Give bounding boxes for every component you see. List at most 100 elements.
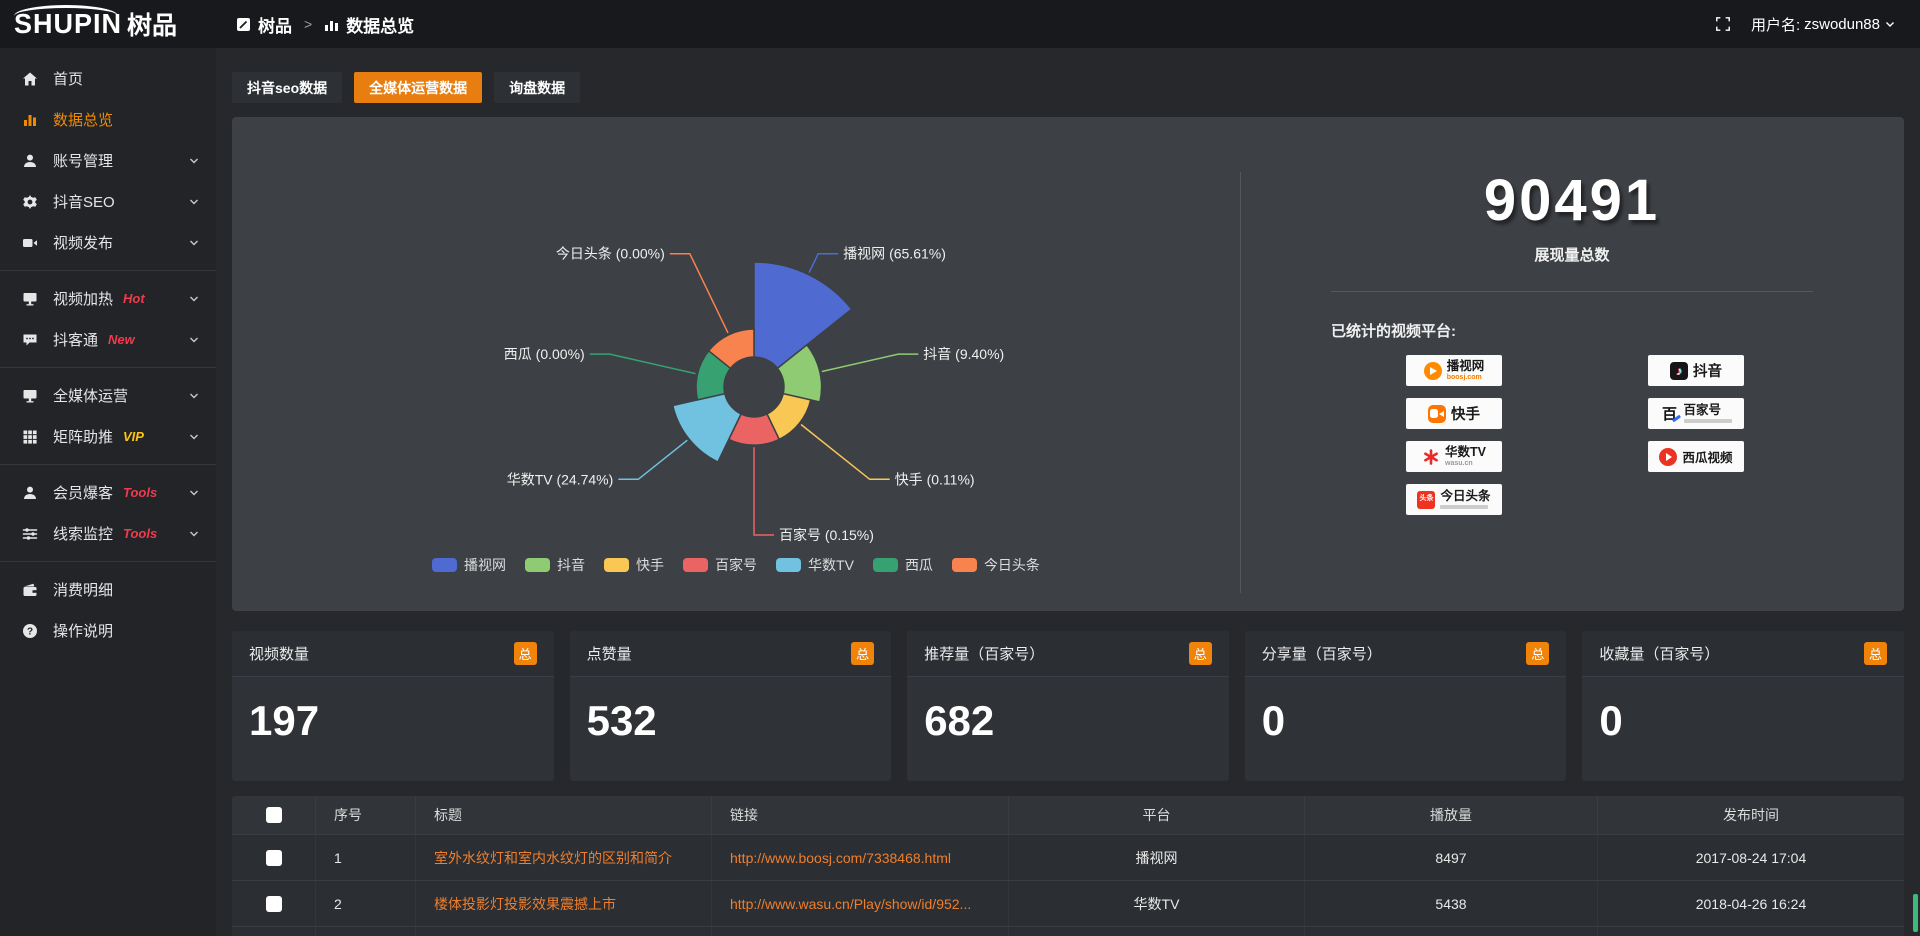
bar-chart-icon <box>324 17 339 32</box>
sidebar-item-consumption-detail[interactable]: 消费明细 <box>0 569 216 610</box>
bar-chart-icon <box>22 112 40 128</box>
legend-item-华数TV[interactable]: 华数TV <box>776 555 854 575</box>
sidebar-item-douketong[interactable]: 抖客通 New <box>0 319 216 360</box>
question-icon: ? <box>22 623 40 639</box>
user-menu[interactable]: 用户名: zswodun88 <box>1751 14 1896 35</box>
sidebar-item-tag: Tools <box>123 526 158 541</box>
sidebar-item-clue-monitor[interactable]: 线索监控 Tools <box>0 513 216 554</box>
column-header-0: 序号 <box>316 796 416 834</box>
legend-label: 今日头条 <box>983 557 1040 573</box>
cell-plays: 8497 <box>1305 835 1598 880</box>
cell-title[interactable]: 楼体投影灯投影效果震撼上市 <box>416 881 712 926</box>
legend-label: 华数TV <box>808 557 854 573</box>
platform-share-chart: 播视网 (65.61%) 抖音 (9.40%) 快手 (0.11%) 百家号 (0.1… <box>232 117 1240 611</box>
chevron-down-icon <box>188 196 200 208</box>
chevron-down-icon <box>188 487 200 499</box>
pie-label: 百家号 (0.15%) <box>779 527 874 543</box>
pie-slice-今日头条[interactable] <box>707 328 755 370</box>
row-checkbox[interactable] <box>265 849 282 866</box>
stat-card-label: 推荐量（百家号） <box>924 646 1045 663</box>
table-row-2: 2 楼体投影灯投影效果震撼上市 http://www.wasu.cn/Play/sh… <box>232 880 1904 926</box>
sidebar-item-home[interactable]: 首页 <box>0 58 216 99</box>
sidebar-divider <box>0 464 216 465</box>
breadcrumb-item-current[interactable]: 数据总览 <box>324 12 414 37</box>
sidebar: 首页数据总览账号管理 抖音SEO 视频发布视频加热 Hot 抖客通 New 全媒体运营 矩阵助… <box>0 48 216 936</box>
sidebar-item-video-heating[interactable]: 视频加热 Hot <box>0 278 216 319</box>
select-all-checkbox[interactable] <box>265 807 282 823</box>
kuaishou-logo-icon <box>1428 404 1446 423</box>
platform-badge-boosj: 播视网 boosj.com <box>1406 355 1502 386</box>
stat-card-0: 视频数量 总 197 <box>232 631 554 781</box>
breadcrumb-label: 树品 <box>258 16 292 36</box>
chevron-down-icon <box>188 390 200 402</box>
tab-media-operation-data[interactable]: 全媒体运营数据 <box>354 72 483 103</box>
sidebar-item-label: 数据总览 <box>53 112 114 129</box>
sidebar-item-media-operation[interactable]: 全媒体运营 <box>0 375 216 416</box>
platform-badge-toutiao: 头条 今日头条 <box>1406 484 1502 515</box>
fullscreen-icon[interactable] <box>1715 16 1731 32</box>
sidebar-item-douyin-seo[interactable]: 抖音SEO <box>0 181 216 222</box>
platform-badge-name: 快手 <box>1451 407 1480 423</box>
chart-legend: 播视网 抖音 快手 百家号 华数TV 西瓜 今日头条 <box>232 555 1240 575</box>
legend-item-快手[interactable]: 快手 <box>604 555 664 575</box>
legend-swatch <box>432 558 458 572</box>
cell-published: 2017-08-24 17:04 <box>1695 849 1807 866</box>
sidebar-item-label: 视频发布 <box>53 235 114 252</box>
app-logo: SHUPIN 树品 <box>0 0 216 48</box>
row-checkbox-cell <box>232 835 316 880</box>
impressions-total-label: 展现量总数 <box>1534 247 1610 264</box>
sidebar-item-tag: Hot <box>123 291 145 306</box>
tab-inquiry-data[interactable]: 询盘数据 <box>494 72 581 103</box>
stat-card-2: 推荐量（百家号） 总 682 <box>907 631 1229 781</box>
sidebar-divider <box>0 367 216 368</box>
sidebar-item-operation-guide[interactable]: ? 操作说明 <box>0 610 216 651</box>
cell-link[interactable]: http://www.wasu.cn/Play/show/id/952... <box>712 881 1009 926</box>
pie-slice-华数TV[interactable] <box>671 392 743 464</box>
legend-swatch <box>951 558 977 572</box>
rose-pie-chart: 播视网 (65.61%) 抖音 (9.40%) 快手 (0.11%) 百家号 (0.1… <box>504 246 1004 543</box>
grid-icon <box>22 429 40 445</box>
legend-item-百家号[interactable]: 百家号 <box>683 555 757 575</box>
stat-card-3: 分享量（百家号） 总 0 <box>1244 631 1567 781</box>
sidebar-item-account-management[interactable]: 账号管理 <box>0 140 216 181</box>
cell-title[interactable]: 室外水纹灯和室内水纹灯的区别和简介 <box>416 835 712 880</box>
sidebar-item-label: 抖客通 <box>53 332 99 349</box>
sidebar-item-tag: VIP <box>123 429 144 444</box>
tab-douyin-seo-data[interactable]: 抖音seo数据 <box>232 72 343 103</box>
sidebar-item-data-overview[interactable]: 数据总览 <box>0 99 216 140</box>
legend-swatch <box>776 558 802 572</box>
legend-item-抖音[interactable]: 抖音 <box>525 555 585 575</box>
row-checkbox[interactable] <box>265 895 282 912</box>
sidebar-item-video-publish[interactable]: 视频发布 <box>0 222 216 263</box>
platform-badge-name: 今日头条 <box>1440 488 1491 503</box>
legend-item-今日头条[interactable]: 今日头条 <box>951 555 1040 575</box>
pie-label-line <box>669 252 729 334</box>
pie-label: 播视网 (65.61%) <box>843 246 946 262</box>
scrollbar-thumb[interactable] <box>1913 894 1918 932</box>
board-icon <box>236 17 251 32</box>
stat-card-label: 点赞量 <box>586 646 632 663</box>
cell-platform: 华数TV <box>1009 881 1305 926</box>
pie-label: 西瓜 (0.00%) <box>504 346 585 362</box>
stat-card-1: 点赞量 总 532 <box>569 631 892 781</box>
legend-label: 快手 <box>636 557 665 573</box>
pie-slice-抖音[interactable] <box>776 343 823 403</box>
legend-item-播视网[interactable]: 播视网 <box>432 555 506 575</box>
impressions-total: 90491 <box>1483 168 1661 233</box>
column-header-4: 播放量 <box>1305 796 1598 834</box>
pie-label: 今日头条 (0.00%) <box>556 246 665 262</box>
video-icon <box>22 235 40 251</box>
cell-index: 2 <box>316 881 416 926</box>
stat-card-value: 0 <box>1599 697 1623 744</box>
sidebar-item-member-baoke[interactable]: 会员爆客 Tools <box>0 472 216 513</box>
pie-slice-播视网[interactable] <box>753 261 853 370</box>
sidebar-item-matrix-boost[interactable]: 矩阵助推 VIP <box>0 416 216 457</box>
main-content: 抖音seo数据 全媒体运营数据 询盘数据 播视网 (65.61%) 抖音 (9.40%… <box>216 0 1920 936</box>
breadcrumb-item-root[interactable]: 树品 <box>236 12 292 37</box>
pie-label-line <box>800 423 890 481</box>
legend-item-西瓜[interactable]: 西瓜 <box>872 555 933 575</box>
legend-swatch <box>525 558 551 572</box>
cell-link[interactable]: http://www.boosj.com/7338468.html <box>712 835 1009 880</box>
stat-card-label: 收藏量（百家号） <box>1599 646 1720 663</box>
legend-swatch <box>872 558 898 572</box>
